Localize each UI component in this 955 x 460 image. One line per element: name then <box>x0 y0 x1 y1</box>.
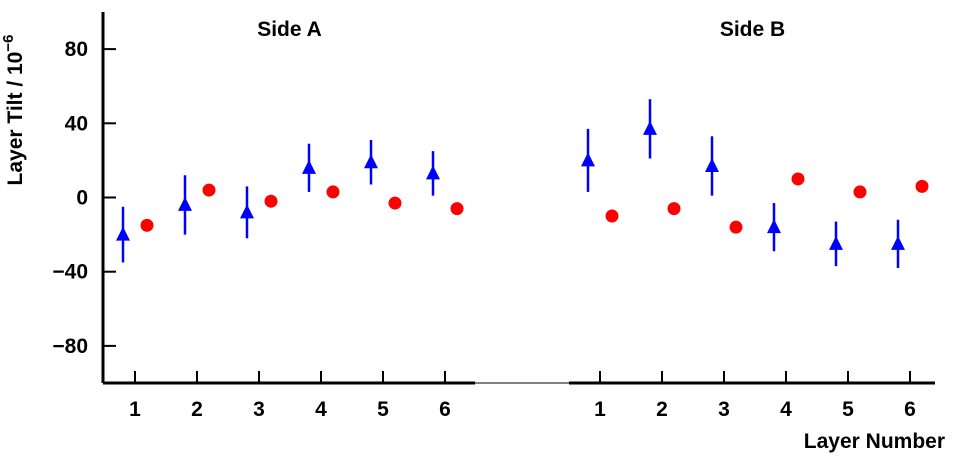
circle-marker <box>140 218 154 232</box>
circle-marker <box>853 185 867 199</box>
triangle-marker <box>767 219 781 234</box>
circle-marker <box>326 185 340 199</box>
circle-marker <box>729 220 743 234</box>
circle-marker <box>605 209 619 223</box>
y-tick-label: 40 <box>65 112 88 135</box>
y-tick-label: −80 <box>52 335 88 358</box>
x-tick-label: 1 <box>594 398 606 421</box>
circle-marker <box>202 183 216 197</box>
triangle-marker <box>302 159 316 174</box>
panel-title: Side A <box>257 18 322 41</box>
circle-marker <box>791 172 805 186</box>
x-tick-label: 2 <box>656 398 668 421</box>
circle-marker <box>667 202 681 216</box>
y-label-text: Layer Tilt / 10 <box>4 52 27 186</box>
triangle-marker <box>240 204 254 219</box>
triangle-marker <box>364 154 378 169</box>
circle-marker <box>915 179 929 193</box>
y-axis-label: Layer Tilt / 10−6 <box>0 35 27 186</box>
y-tick-label: 80 <box>65 38 88 61</box>
triangle-marker <box>705 157 719 172</box>
circle-marker <box>450 202 464 216</box>
x-tick-label: 3 <box>253 398 265 421</box>
x-tick-label: 6 <box>439 398 451 421</box>
triangle-marker <box>891 235 905 250</box>
triangle-marker <box>643 120 657 135</box>
triangle-marker <box>116 226 130 241</box>
triangle-marker <box>581 152 595 167</box>
x-tick-label: 2 <box>191 398 203 421</box>
circle-marker <box>388 196 402 210</box>
x-axis-label: Layer Number <box>804 430 945 453</box>
x-tick-label: 4 <box>315 398 327 421</box>
x-tick-label: 3 <box>718 398 730 421</box>
circle-marker <box>264 194 278 208</box>
triangle-marker <box>426 165 440 180</box>
x-tick-label: 6 <box>904 398 916 421</box>
triangle-marker <box>829 235 843 250</box>
x-tick-label: 1 <box>129 398 141 421</box>
triangle-marker <box>178 196 192 211</box>
x-tick-label: 4 <box>780 398 792 421</box>
y-label-exponent: −6 <box>0 35 17 52</box>
x-tick-label: 5 <box>842 398 854 421</box>
x-tick-label: 5 <box>377 398 389 421</box>
panel-title: Side B <box>720 18 785 41</box>
y-tick-label: 0 <box>76 187 88 210</box>
y-tick-label: −40 <box>52 261 88 284</box>
